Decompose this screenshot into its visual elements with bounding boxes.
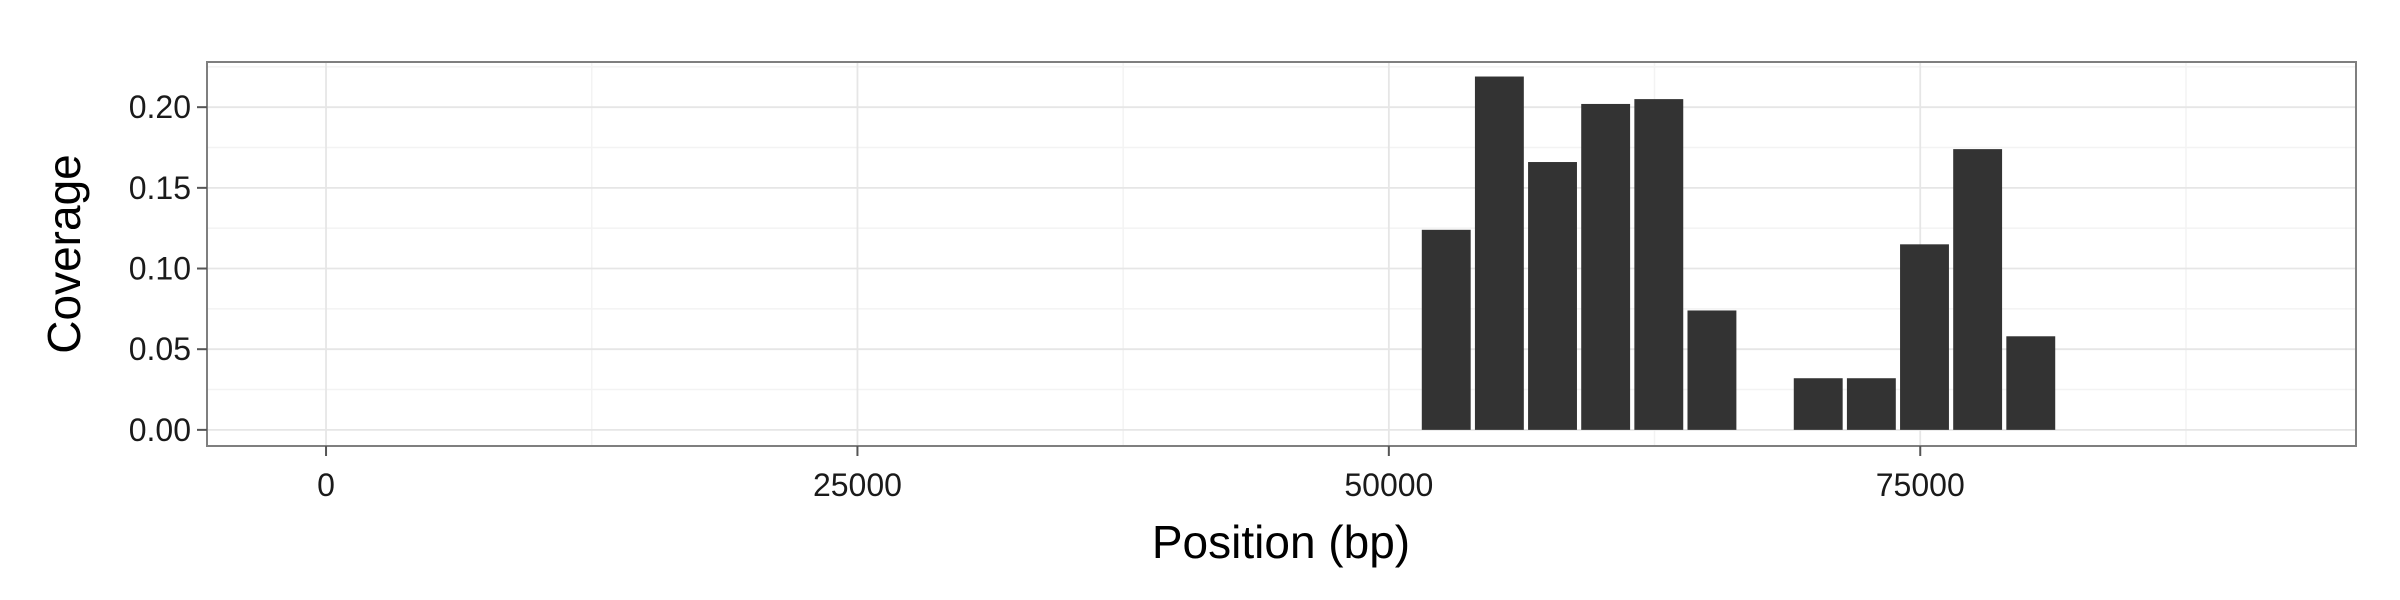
x-axis: 0 25000 50000 75000 (317, 446, 1965, 503)
coverage-bar (1846, 378, 1896, 430)
x-tick-label: 50000 (1344, 467, 1433, 503)
y-tick-label: 0.05 (129, 331, 191, 367)
y-tick-label: 0.10 (129, 251, 191, 287)
panel-border (206, 61, 2357, 447)
coverage-bar (1474, 76, 1524, 430)
coverage-bar (1793, 378, 1843, 430)
x-tick-label: 25000 (813, 467, 902, 503)
coverage-bar (2006, 336, 2056, 430)
coverage-bar (1634, 99, 1684, 430)
x-tick-label: 75000 (1876, 467, 1965, 503)
coverage-bar (1953, 149, 2003, 430)
y-tick-label: 0.00 (129, 412, 191, 448)
coverage-bar (1421, 229, 1471, 430)
x-axis-title: Position (bp) (1152, 516, 1410, 568)
y-tick-label: 0.20 (129, 89, 191, 125)
x-tick-label: 0 (317, 467, 335, 503)
coverage-bar (1528, 162, 1577, 430)
bars-layer (1421, 76, 2056, 430)
coverage-bar (1687, 310, 1737, 430)
coverage-bar (1900, 244, 1949, 430)
coverage-bar (1581, 103, 1631, 430)
y-tick-label: 0.15 (129, 170, 191, 206)
y-axis-title: Coverage (38, 154, 90, 353)
y-axis: 0.00 0.05 0.10 0.15 0.20 (129, 89, 207, 448)
